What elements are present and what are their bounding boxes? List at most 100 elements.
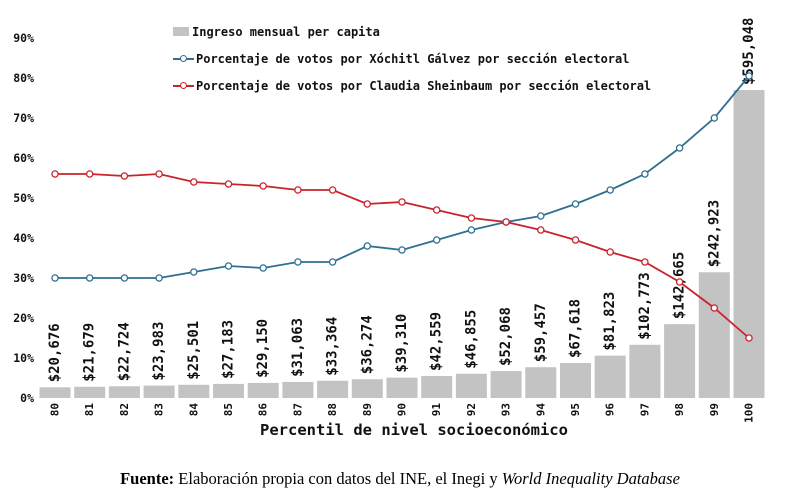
bar-value-label: $23,983	[151, 322, 167, 381]
income-bar	[455, 373, 487, 398]
x-tick-label: 90	[396, 403, 409, 416]
x-tick-label: 93	[500, 403, 513, 416]
legend-line-marker-icon	[173, 54, 194, 64]
galvez-point	[641, 170, 649, 178]
sheinbaum-point	[328, 186, 337, 194]
bar-value-label: $20,676	[47, 323, 63, 382]
income-bar	[525, 367, 557, 398]
y-tick-label: 20%	[13, 311, 34, 325]
y-tick-label: 50%	[13, 191, 34, 205]
income-bar	[421, 375, 453, 398]
x-axis-title: Percentil de nivel socioeconómico	[260, 421, 568, 439]
income-bar	[351, 379, 383, 398]
galvez-point	[398, 246, 406, 254]
source-note: Fuente: Elaboración propia con datos del…	[0, 469, 800, 489]
sheinbaum-point	[467, 214, 476, 222]
galvez-point	[710, 114, 719, 122]
x-tick-label: 94	[534, 403, 547, 417]
y-tick-label: 80%	[13, 71, 34, 85]
sheinbaum-point	[224, 180, 233, 188]
bar-value-label: $67,618	[568, 299, 584, 358]
y-tick-label: 90%	[13, 31, 34, 45]
income-bar	[698, 272, 730, 398]
x-tick-label: 87	[291, 403, 304, 416]
x-tick-label: 96	[604, 403, 617, 417]
sheinbaum-point	[675, 278, 684, 286]
sheinbaum-point	[606, 248, 614, 256]
sheinbaum-point	[85, 170, 94, 178]
bar-value-label: $102,773	[637, 272, 653, 339]
sheinbaum-point	[502, 218, 510, 226]
sheinbaum-point	[398, 198, 406, 206]
bar-value-label: $42,559	[429, 312, 445, 371]
chart-legend: Ingreso mensual per capita Porcentaje de…	[173, 18, 651, 99]
galvez-point	[120, 274, 129, 282]
income-bar	[143, 385, 175, 398]
x-tick-label: 97	[638, 403, 651, 416]
source-note-italic: World Inequality Database	[501, 469, 680, 488]
legend-item-label: Ingreso mensual per capita	[192, 24, 380, 39]
y-tick-label: 40%	[13, 231, 34, 245]
bar-value-label: $595,048	[741, 18, 757, 85]
x-tick-label: 95	[569, 403, 582, 416]
legend-item-galvez: Porcentaje de votos por Xóchitl Gálvez p…	[173, 45, 651, 72]
x-tick-label: 82	[118, 403, 131, 416]
x-tick-label: 88	[326, 403, 339, 416]
y-tick-label: 10%	[13, 351, 34, 365]
income-bar	[108, 386, 140, 398]
bar-value-label: $22,724	[116, 322, 132, 381]
sheinbaum-point	[745, 334, 753, 342]
source-note-text: Elaboración propia con datos del INE, el…	[174, 469, 502, 488]
legend-item-sheinbaum: Porcentaje de votos por Claudia Sheinbau…	[173, 72, 651, 99]
galvez-point	[85, 274, 94, 282]
income-bar	[664, 324, 696, 398]
sheinbaum-point	[190, 178, 198, 186]
income-bar	[213, 383, 244, 398]
bar-value-label: $59,457	[533, 303, 549, 362]
income-bar	[490, 371, 522, 398]
galvez-point	[155, 274, 163, 282]
galvez-point	[675, 144, 684, 152]
galvez-point	[328, 258, 337, 266]
galvez-point	[363, 242, 372, 250]
legend-item-label: Porcentaje de votos por Claudia Sheinbau…	[196, 78, 652, 93]
x-tick-label: 99	[708, 403, 721, 416]
chart-plot: 0% 10% 20% 30% 40% 50% 60% 70% 80% 90% $20,676 $21,…	[13, 18, 765, 423]
income-bar	[247, 382, 279, 398]
x-tick-label: 91	[430, 403, 443, 417]
x-tick-label: 92	[465, 403, 478, 416]
x-tick-label: 100	[743, 403, 756, 423]
bar-value-label: $21,679	[82, 323, 98, 382]
x-tick-label: 81	[83, 403, 96, 417]
galvez-point	[224, 262, 233, 270]
bar-value-label: $27,183	[221, 320, 237, 379]
income-bar	[74, 386, 106, 398]
bar-value-label: $31,063	[290, 318, 306, 377]
galvez-point	[537, 212, 545, 220]
y-tick-label: 60%	[13, 151, 34, 165]
galvez-point	[606, 186, 614, 194]
income-bar	[317, 380, 349, 398]
sheinbaum-point	[710, 304, 719, 312]
sheinbaum-point	[432, 206, 441, 214]
bar-value-label: $81,823	[602, 292, 618, 351]
income-bar	[178, 384, 210, 398]
galvez-point	[190, 268, 198, 276]
bar-value-label: $25,501	[186, 321, 202, 380]
income-bar	[282, 381, 314, 398]
bar-value-label: $46,855	[463, 310, 479, 369]
sheinbaum-point	[259, 182, 267, 190]
x-tick-label: 84	[187, 403, 200, 417]
sheinbaum-point	[120, 172, 129, 180]
sheinbaum-point	[51, 170, 59, 178]
galvez-point	[571, 200, 580, 208]
bar-value-label: $242,923	[706, 200, 722, 267]
legend-item-income: Ingreso mensual per capita	[173, 18, 651, 45]
income-bar	[594, 355, 626, 398]
source-note-label: Fuente:	[120, 469, 175, 488]
bar-value-label: $39,310	[394, 314, 410, 373]
income-bar	[386, 377, 418, 398]
income-bar	[560, 363, 591, 398]
y-tick-label: 70%	[13, 111, 34, 125]
